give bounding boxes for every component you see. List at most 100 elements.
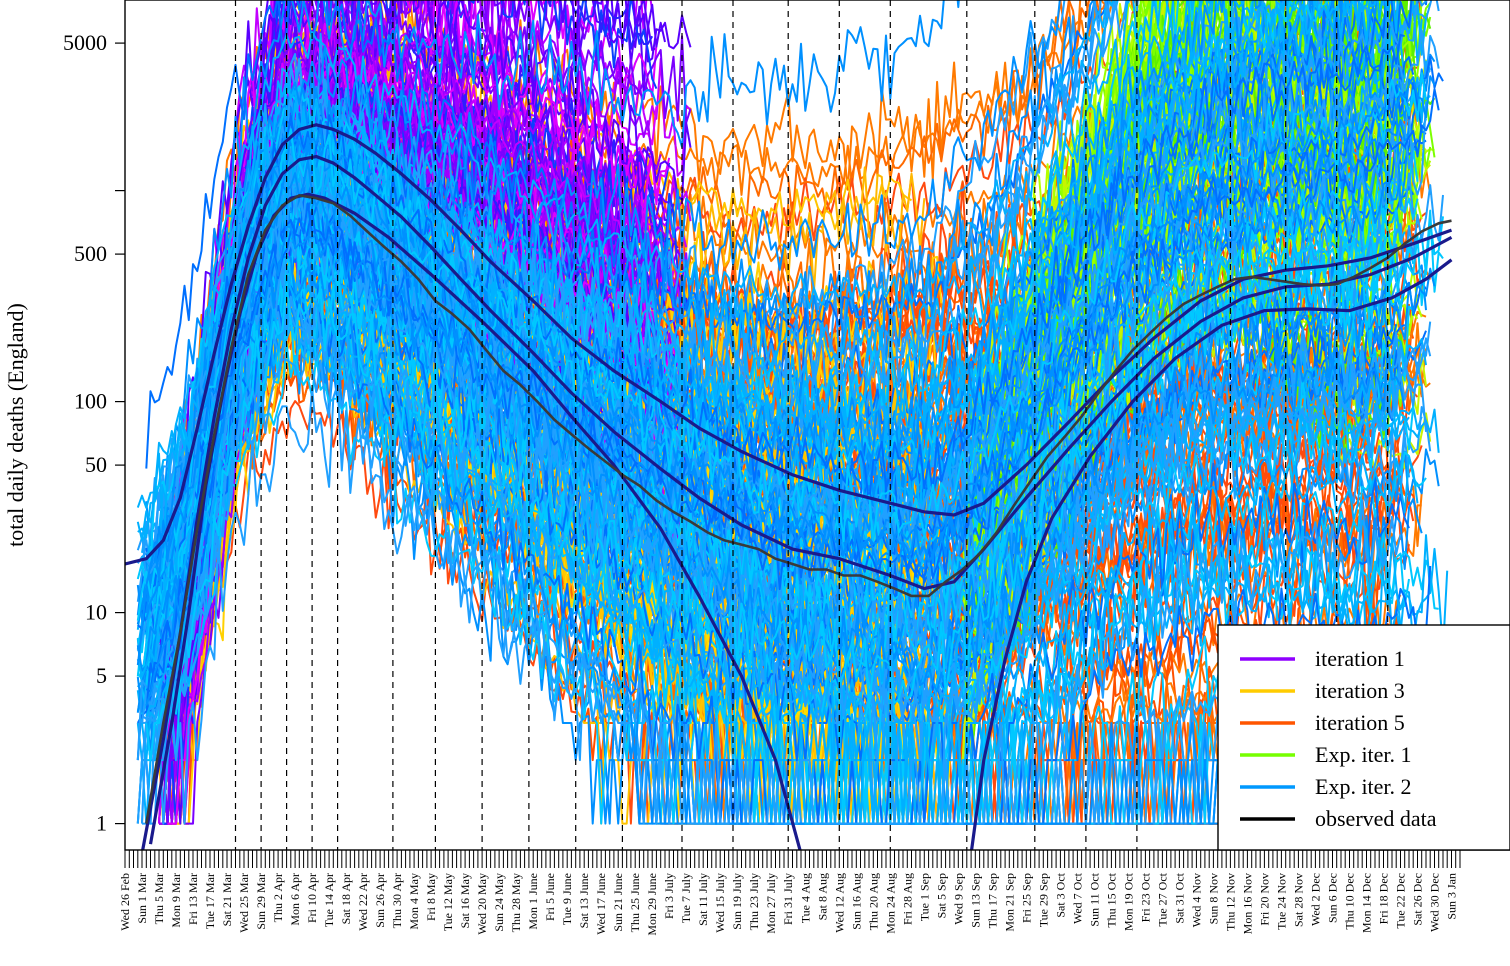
x-tick-label: Sun 19 July: [730, 873, 744, 930]
series-line-exp-iter-2: [136, 159, 1406, 693]
y-tick-label: 5000: [63, 30, 107, 55]
series-line-exp-iter-2: [137, 33, 1405, 630]
x-tick-label: Thu 12 Nov: [1223, 873, 1237, 931]
x-tick-label: Sun 16 Aug: [849, 873, 863, 930]
x-axis: Wed 26 Feb Sun 1 Mar Thu 5 Mar Mon 9 Mar Fri…: [118, 850, 1461, 936]
x-tick-label: Mon 4 May: [407, 873, 421, 930]
envelope-line-2: [141, 154, 1453, 850]
x-tick-label: Thu 10 Dec: [1343, 873, 1357, 930]
x-tick-label: Wed 22 Apr: [356, 873, 370, 931]
series-line-exp-iter-2: [136, 236, 1415, 825]
y-tick-label: 1: [96, 811, 107, 836]
x-tick-label: Sat 5 Sep: [934, 873, 948, 918]
x-tick-label: Thu 15 Oct: [1104, 872, 1118, 927]
x-tick-label: Fri 5 June: [543, 873, 557, 921]
x-tick-label: Sat 11 July: [696, 873, 710, 926]
x-tick-label: Sun 8 Nov: [1206, 873, 1220, 924]
x-tick-label: Fri 31 July: [781, 873, 795, 925]
y-tick-label: 500: [74, 241, 107, 266]
x-tick-label: Sun 11 Oct: [1087, 872, 1101, 926]
series-line-iteration-5: [158, 0, 1139, 589]
x-tick-label: Mon 9 Mar: [169, 873, 183, 928]
x-tick-label: Sat 8 Aug: [815, 873, 829, 920]
x-tick-label: Sun 26 Apr: [373, 873, 387, 928]
x-tick-label: Fri 18 Dec: [1377, 873, 1391, 924]
envelope-line-1: [125, 123, 1453, 566]
x-tick-label: Sun 24 May: [492, 873, 506, 932]
x-tick-label: Wed 9 Sep: [951, 873, 965, 925]
observed-data-line: [145, 193, 1452, 824]
x-tick-label: Sat 3 Oct: [1053, 872, 1067, 917]
x-tick-label: Mon 19 Oct: [1121, 872, 1135, 931]
x-tick-label: Tue 1 Sep: [917, 873, 931, 921]
x-tick-label: Thu 30 Apr: [390, 873, 404, 928]
x-tick-label: Mon 16 Nov: [1240, 873, 1254, 934]
series-line-exp-iter-2: [145, 75, 1436, 706]
x-tick-label: Sat 26 Dec: [1411, 873, 1425, 926]
x-tick-label: Wed 12 Aug: [832, 873, 846, 933]
x-tick-label: Mon 14 Dec: [1360, 873, 1374, 933]
x-tick-label: Wed 26 Feb: [118, 873, 132, 931]
legend: iteration 1 iteration 3 iteration 5 Exp. it…: [1217, 624, 1510, 851]
x-tick-label: Tue 12 May: [441, 873, 455, 931]
x-tick-label: Fri 3 July: [662, 873, 676, 919]
x-tick-label: Sat 21 Mar: [220, 873, 234, 926]
x-tick-label: Sun 13 Sep: [968, 873, 982, 928]
series-line-iteration-1: [166, 0, 670, 619]
series-line-exp-iter-2: [137, 0, 1114, 539]
x-tick-label: Tue 14 Apr: [322, 873, 336, 927]
x-tick-label: Fri 10 Apr: [305, 873, 319, 923]
series-line-exp-iter-1: [970, 0, 1345, 486]
x-tick-label: Mon 27 July: [764, 873, 778, 934]
y-axis-label: total daily deaths (England): [3, 303, 28, 547]
series-line-exp-iter-2: [136, 72, 1431, 621]
x-tick-label: Sat 28 Nov: [1291, 873, 1305, 927]
x-tick-label: Wed 15 July: [713, 873, 727, 933]
x-tick-label: Sun 6 Dec: [1326, 873, 1340, 923]
x-tick-label: Fri 23 Oct: [1138, 872, 1152, 922]
x-tick-label: Tue 7 July: [679, 873, 693, 923]
legend-label: observed data: [1315, 806, 1437, 831]
x-tick-label: Tue 17 Mar: [203, 873, 217, 929]
date-vertical-lines: [234, 0, 1389, 850]
legend-box: [1217, 624, 1510, 851]
x-tick-label: Mon 24 Aug: [883, 873, 897, 934]
x-tick-label: Fri 28 Aug: [900, 873, 914, 925]
series-line-exp-iter-2: [136, 0, 1245, 678]
x-tick-label: Wed 4 Nov: [1189, 873, 1203, 927]
x-tick-label: Sun 1 Mar: [135, 873, 149, 924]
series-line-exp-iter-2: [145, 0, 1211, 639]
x-tick-label: Mon 1 June: [526, 873, 540, 930]
series-line-exp-iter-2: [142, 101, 1427, 825]
x-tick-label: Sun 21 June: [611, 873, 625, 932]
series-line-exp-iter-2: [136, 155, 1440, 825]
y-tick-label: 50: [85, 452, 107, 477]
y-tick-label: 10: [85, 600, 107, 625]
x-tick-label: Tue 4 Aug: [798, 873, 812, 923]
x-tick-label: Wed 7 Oct: [1070, 872, 1084, 924]
simulation-lines: [136, 0, 1449, 825]
x-tick-label: Tue 9 June: [560, 873, 574, 925]
series-line-exp-iter-1: [970, 0, 1356, 481]
series-line-exp-iter-2: [145, 242, 1415, 762]
y-tick-label: 100: [74, 389, 107, 414]
x-tick-label: Fri 25 Sep: [1019, 873, 1033, 923]
x-tick-label: Thu 23 July: [747, 873, 761, 930]
x-tick-label: Thu 28 May: [509, 873, 523, 932]
series-line-exp-iter-2: [136, 0, 1061, 625]
x-tick-label: Wed 20 May: [475, 873, 489, 935]
x-tick-label: Wed 17 June: [594, 873, 608, 935]
legend-label: Exp. iter. 1: [1315, 742, 1412, 767]
x-tick-label: Mon 6 Apr: [288, 873, 302, 926]
x-tick-label: Tue 24 Nov: [1274, 873, 1288, 930]
x-tick-label: Thu 5 Mar: [152, 873, 166, 924]
x-tick-label: Tue 22 Dec: [1394, 873, 1408, 929]
x-tick-label: Fri 13 Mar: [186, 873, 200, 925]
observed-data-series: [145, 193, 1452, 824]
series-line-exp-iter-2: [145, 155, 1427, 717]
x-tick-label: Wed 2 Dec: [1308, 873, 1322, 926]
x-tick-label: Mon 29 June: [645, 873, 659, 936]
x-tick-label: Tue 27 Oct: [1155, 872, 1169, 926]
x-tick-label: Wed 30 Dec: [1428, 873, 1442, 932]
